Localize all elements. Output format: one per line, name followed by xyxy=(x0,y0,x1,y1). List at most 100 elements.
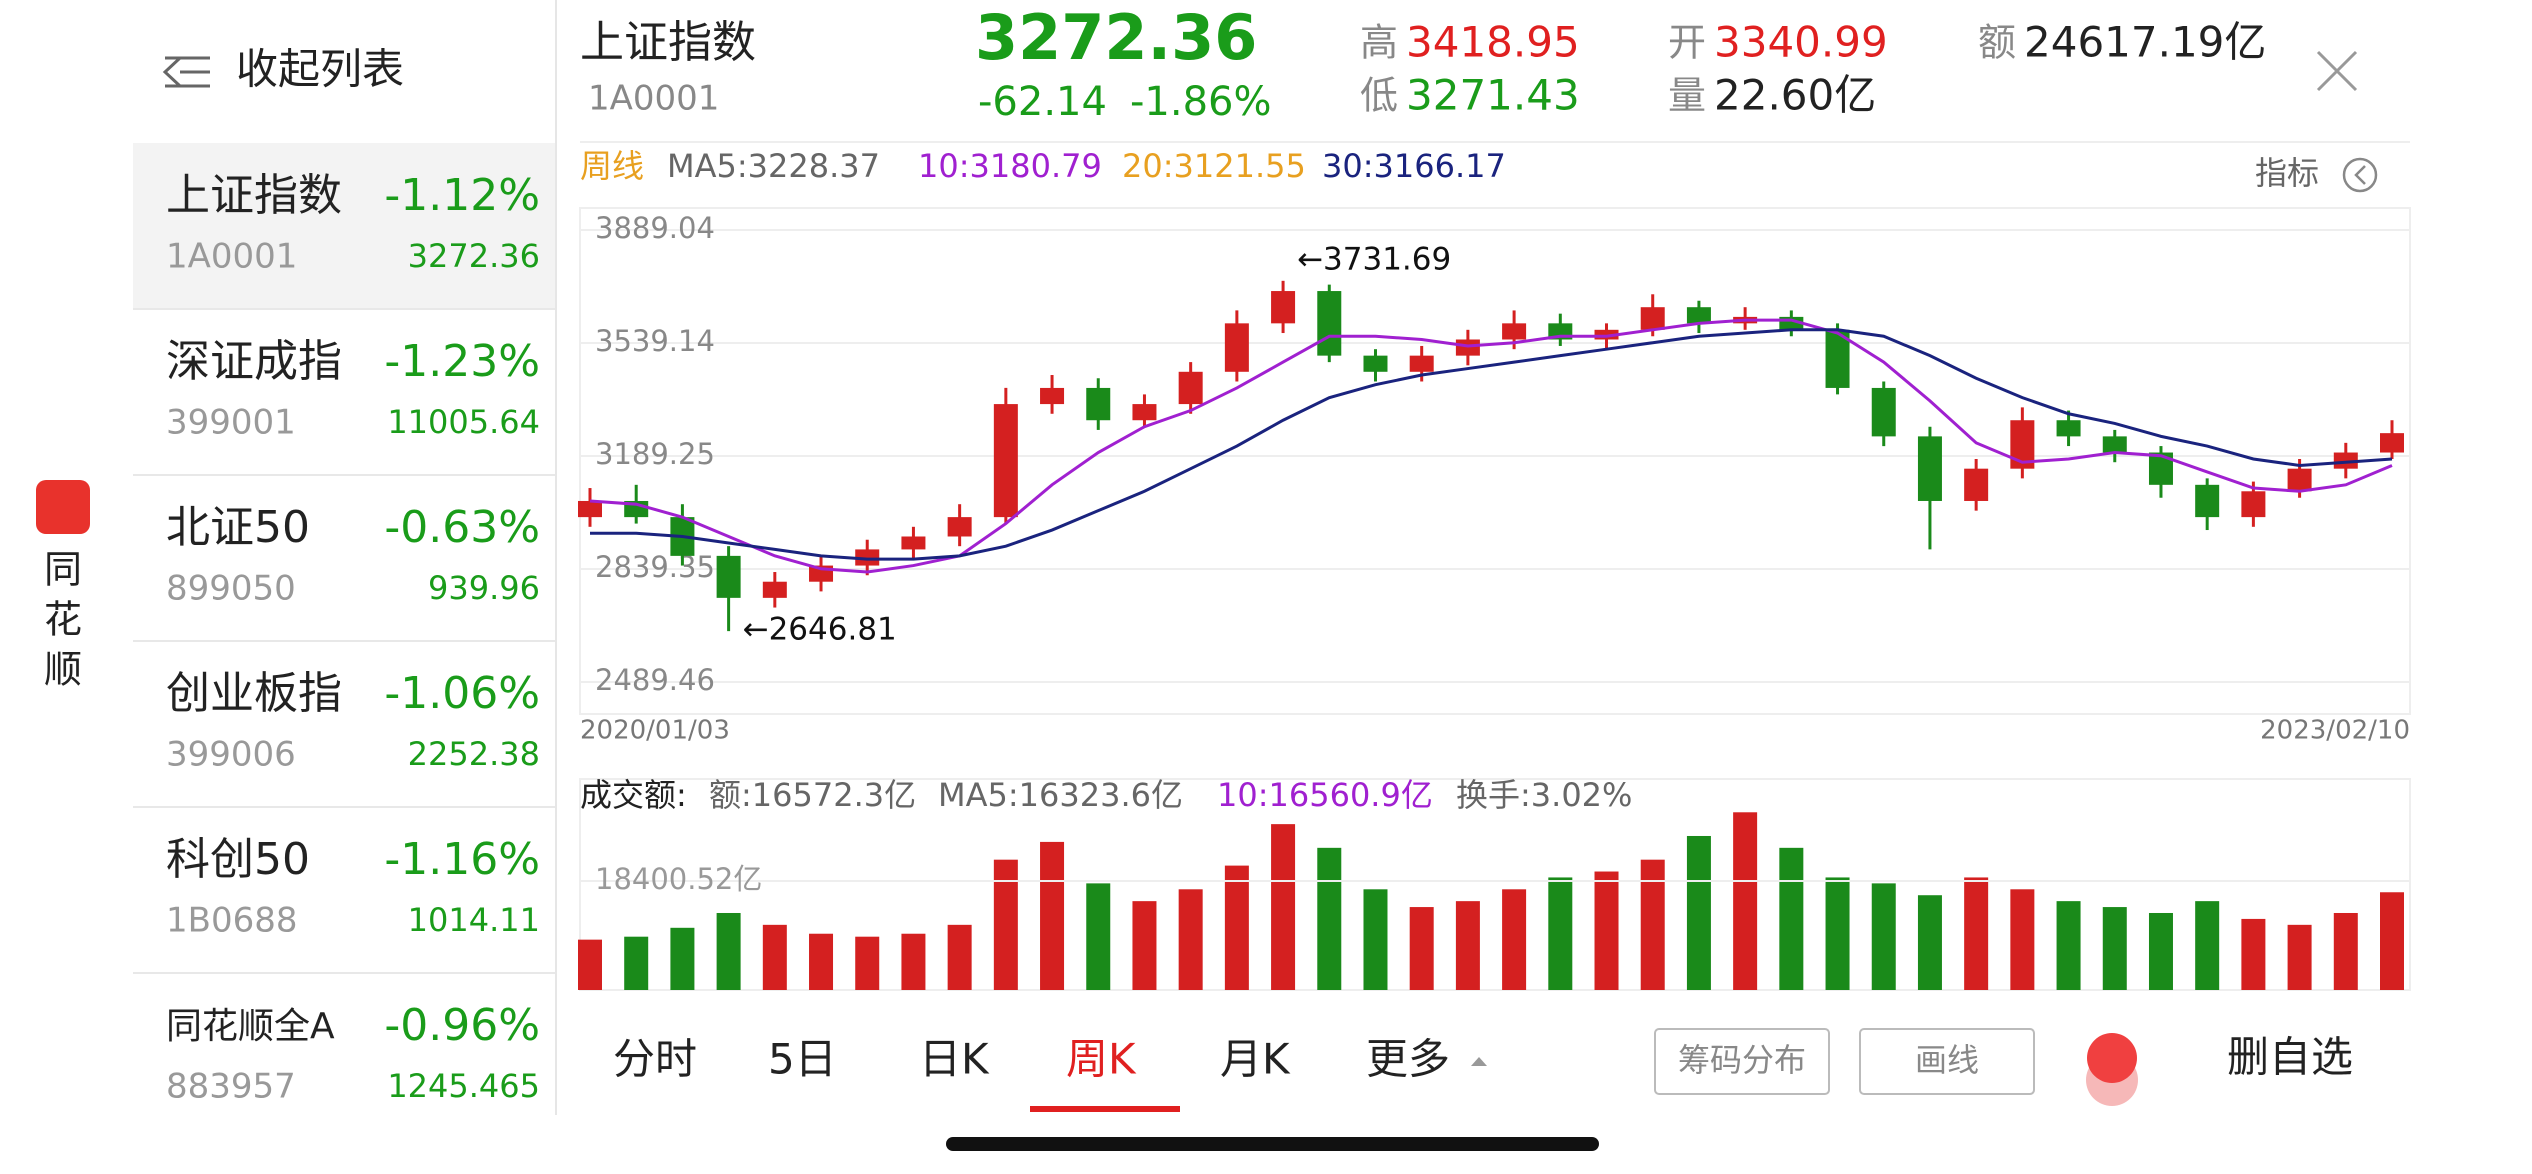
volume-bar xyxy=(1640,859,1665,990)
item-code: 1B0688 xyxy=(166,901,297,941)
record-button[interactable] xyxy=(2087,1033,2137,1083)
candle xyxy=(716,546,741,632)
candle-body xyxy=(1917,436,1942,501)
ma-legend: 30:3166.17 xyxy=(1322,147,1506,185)
item-change: -1.16% xyxy=(384,834,540,885)
item-change: -1.23% xyxy=(384,336,540,387)
item-code: 399001 xyxy=(166,403,296,443)
candle-body xyxy=(1040,387,1065,405)
candle-body xyxy=(855,549,880,566)
list-item[interactable]: 同花顺全A -0.96% 883957 1245.465 xyxy=(133,972,556,1107)
list-item[interactable]: 深证成指 -1.23% 399001 11005.64 xyxy=(133,308,556,443)
item-name: 上证指数 xyxy=(166,170,342,221)
app-name: 花 xyxy=(44,598,82,642)
tab[interactable]: 日K xyxy=(919,1035,990,1084)
volume-legend: 换手:3.02% xyxy=(1456,776,1632,814)
candle xyxy=(1086,378,1111,430)
candle xyxy=(1132,394,1157,427)
candle-body xyxy=(1224,323,1249,372)
high: 3418.95 xyxy=(1406,18,1580,67)
volume-bar xyxy=(716,912,741,990)
button-label: 筹码分布 xyxy=(1678,1041,1806,1079)
candle xyxy=(762,572,787,608)
draw-button[interactable]: 画线 xyxy=(1859,1028,2035,1095)
volume-bar xyxy=(901,933,926,990)
collapse-icon xyxy=(162,56,210,88)
index-name: 上证指数 xyxy=(580,17,756,68)
candle xyxy=(855,539,880,576)
close-button[interactable] xyxy=(2316,50,2358,92)
volume-bar xyxy=(2056,901,2081,990)
volume-bar xyxy=(855,936,880,990)
tab[interactable]: 月K xyxy=(1220,1035,1291,1084)
candle-body xyxy=(2056,420,2081,437)
indicator-button[interactable]: 指标 xyxy=(2255,154,2378,193)
remove-favorite[interactable]: 删自选 xyxy=(2227,1033,2353,1082)
item-name: 同花顺全A xyxy=(166,1006,335,1047)
volume-chart: 18400.52亿 xyxy=(578,812,2410,990)
chips-button[interactable]: 筹码分布 xyxy=(1654,1028,1830,1095)
candle-body xyxy=(1964,468,1989,501)
candle-body xyxy=(2380,433,2404,453)
volume-bar xyxy=(1224,865,1249,990)
tab[interactable]: 5日 xyxy=(768,1035,837,1084)
change: -62.14 xyxy=(978,79,1107,125)
app-name: 同 xyxy=(44,548,82,592)
collapse-button[interactable]: 收起列表 xyxy=(162,45,404,94)
candle-body xyxy=(2102,436,2127,453)
volume-bar xyxy=(993,859,1018,990)
candle-body xyxy=(1086,387,1111,421)
candle xyxy=(2056,410,2081,447)
candle xyxy=(993,387,1018,524)
volume-bar xyxy=(1733,812,1758,990)
candle-body xyxy=(1178,371,1203,405)
y-tick-label: 2839.35 xyxy=(595,550,715,584)
more-arrow xyxy=(1471,1057,1487,1066)
tab[interactable]: 周K xyxy=(1066,1035,1137,1084)
volume-bar xyxy=(1825,877,1850,990)
candle-body xyxy=(578,500,602,518)
period: 周线 xyxy=(580,147,644,185)
candle xyxy=(1271,280,1296,334)
item-code: 883957 xyxy=(166,1067,296,1107)
ma-legend: MA5:3228.37 xyxy=(667,147,880,185)
app-icon[interactable] xyxy=(36,480,90,534)
y-tick-label: 2489.46 xyxy=(595,663,715,697)
end-date: 2023/02/10 xyxy=(2260,716,2410,746)
list-item[interactable]: 上证指数 -1.12% 1A0001 3272.36 xyxy=(133,143,556,309)
volume-bar xyxy=(1594,871,1619,990)
tab[interactable]: 分时 xyxy=(613,1035,697,1084)
candle-body xyxy=(2241,491,2266,518)
candle-body xyxy=(901,536,926,550)
item-change: -1.06% xyxy=(384,668,540,719)
volume-label: 量 xyxy=(1668,74,1706,118)
sidebar: 上证指数 -1.12% 1A0001 3272.36 深证成指 -1.23% 399001 1… xyxy=(133,143,556,1107)
candle-body xyxy=(2195,484,2220,518)
volume-bar xyxy=(1409,907,1434,990)
volume-bar xyxy=(1502,889,1527,990)
candle xyxy=(1363,349,1388,382)
volume-bar xyxy=(1271,824,1296,990)
item-price: 3272.36 xyxy=(408,237,540,275)
candle xyxy=(2195,478,2220,531)
candle xyxy=(2380,420,2404,459)
candle xyxy=(1317,284,1342,363)
list-item[interactable]: 创业板指 -1.06% 399006 2252.38 xyxy=(133,640,556,775)
item-price: 1014.11 xyxy=(408,901,540,939)
candle xyxy=(2102,429,2127,463)
volume-bar xyxy=(1132,901,1157,990)
tab[interactable]: 更多 xyxy=(1366,1035,1450,1084)
volume-bar xyxy=(578,939,602,990)
candle-body xyxy=(993,404,1018,518)
list-item[interactable]: 北证50 -0.63% 899050 939.96 xyxy=(133,474,556,609)
ma-line xyxy=(589,318,2393,574)
amount: 24617.19亿 xyxy=(2024,18,2266,67)
volume: 22.60亿 xyxy=(1714,71,1876,120)
candle xyxy=(2333,442,2358,479)
list-item[interactable]: 科创50 -1.16% 1B0688 1014.11 xyxy=(133,806,556,941)
candle xyxy=(1917,426,1942,550)
low: 3271.43 xyxy=(1406,71,1580,120)
volume-bar xyxy=(1964,877,1989,990)
button-label: 画线 xyxy=(1915,1041,1979,1079)
